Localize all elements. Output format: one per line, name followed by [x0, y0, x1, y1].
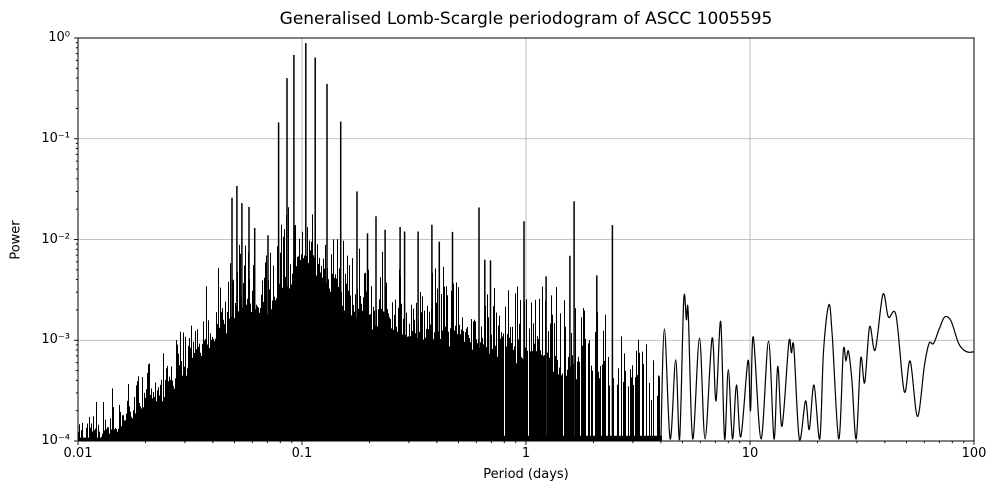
- x-tick-label-4: 100: [961, 446, 987, 461]
- y-tick-label-3: 10⁻³: [41, 332, 70, 347]
- y-tick-label-1: 10⁻¹: [41, 131, 70, 146]
- peak-lines: [231, 43, 614, 441]
- x-tick-label-3: 10: [741, 446, 759, 461]
- x-axis-label: Period (days): [483, 467, 569, 482]
- x-tick-label-2: 1: [521, 446, 531, 461]
- y-tick-label-2: 10⁻²: [41, 232, 70, 247]
- y-tick-label-0: 10⁰: [48, 30, 70, 45]
- y-tick-label-4: 10⁻⁴: [41, 433, 70, 448]
- plot-border: [77, 37, 975, 442]
- x-tick-label-0: 0.01: [63, 446, 93, 461]
- chart-title: Generalised Lomb-Scargle periodogram of …: [279, 9, 773, 29]
- y-axis-label: Power: [8, 220, 24, 260]
- smooth-tail-line: [660, 293, 974, 441]
- x-tick-label-1: 0.1: [291, 446, 313, 461]
